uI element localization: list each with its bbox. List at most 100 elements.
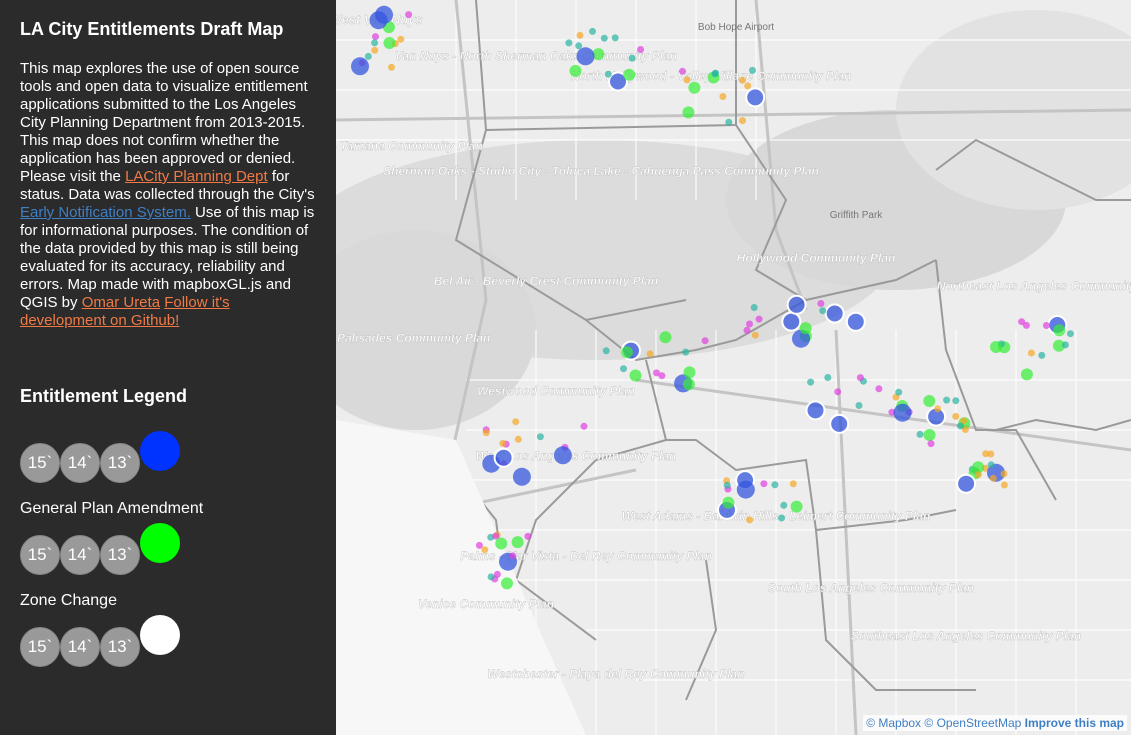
entitlement-marker[interactable] xyxy=(701,337,709,345)
entitlement-marker[interactable] xyxy=(405,11,413,19)
entitlement-marker[interactable] xyxy=(514,435,522,443)
entitlement-marker[interactable] xyxy=(536,433,544,441)
entitlement-marker[interactable] xyxy=(620,365,627,373)
entitlement-marker[interactable] xyxy=(487,573,495,581)
entitlement-marker[interactable] xyxy=(512,418,520,426)
entitlement-marker[interactable] xyxy=(397,35,405,43)
entitlement-marker[interactable] xyxy=(475,541,483,549)
year-toggle-15[interactable]: 15` xyxy=(20,535,60,575)
entitlement-marker[interactable] xyxy=(875,385,883,393)
entitlement-marker[interactable] xyxy=(786,294,807,315)
entitlement-marker[interactable] xyxy=(589,27,596,35)
entitlement-marker[interactable] xyxy=(934,405,942,413)
entitlement-marker[interactable] xyxy=(744,82,752,90)
entitlement-marker[interactable] xyxy=(943,396,951,404)
entitlement-marker[interactable] xyxy=(499,439,507,447)
gpa-swatch[interactable] xyxy=(140,431,180,471)
entitlement-marker[interactable] xyxy=(1000,481,1008,489)
entitlement-marker[interactable] xyxy=(819,307,827,315)
entitlement-marker[interactable] xyxy=(982,450,990,458)
entitlement-marker[interactable] xyxy=(916,430,924,438)
entitlement-marker[interactable] xyxy=(751,331,759,339)
entitlement-marker[interactable] xyxy=(351,57,369,76)
entitlement-marker[interactable] xyxy=(688,81,701,94)
author-link[interactable]: Omar Ureta xyxy=(81,294,161,311)
entitlement-marker[interactable] xyxy=(575,42,583,50)
entitlement-marker[interactable] xyxy=(746,516,754,524)
entitlement-marker[interactable] xyxy=(738,76,746,84)
entitlement-marker[interactable] xyxy=(569,64,582,77)
entitlement-marker[interactable] xyxy=(807,378,815,386)
entitlement-marker[interactable] xyxy=(1020,368,1033,381)
entitlement-marker[interactable] xyxy=(952,412,960,420)
entitlement-marker[interactable] xyxy=(604,70,612,78)
entitlement-marker[interactable] xyxy=(364,52,372,60)
entitlement-marker[interactable] xyxy=(653,369,660,377)
entitlement-marker[interactable] xyxy=(749,66,756,74)
entitlement-marker[interactable] xyxy=(375,5,393,24)
mapbox-attribution-link[interactable]: © Mapbox xyxy=(866,716,922,730)
entitlement-marker[interactable] xyxy=(743,326,751,334)
entitlement-marker[interactable] xyxy=(646,350,654,358)
entitlement-marker[interactable] xyxy=(608,71,628,92)
entitlement-marker[interactable] xyxy=(576,31,584,39)
map-basemap[interactable]: West Van Nuys Van Nuys - North Sherman O… xyxy=(336,0,1131,735)
entitlement-marker[interactable] xyxy=(719,93,727,100)
entitlement-marker[interactable] xyxy=(682,378,695,391)
entitlement-marker[interactable] xyxy=(659,331,672,344)
entitlement-marker[interactable] xyxy=(495,537,508,550)
entitlement-marker[interactable] xyxy=(592,48,605,61)
entitlement-marker[interactable] xyxy=(511,536,524,549)
year-toggle-13[interactable]: 13` xyxy=(100,535,140,575)
entitlement-marker[interactable] xyxy=(711,70,719,78)
entitlement-marker[interactable] xyxy=(745,87,766,108)
entitlement-marker[interactable] xyxy=(750,304,758,311)
entitlement-marker[interactable] xyxy=(956,473,977,494)
entitlement-marker[interactable] xyxy=(771,481,779,489)
entitlement-marker[interactable] xyxy=(1061,341,1069,349)
entitlement-marker[interactable] xyxy=(736,480,755,499)
year-toggle-13[interactable]: 13` xyxy=(100,627,140,667)
entitlement-marker[interactable] xyxy=(990,341,1002,353)
entitlement-marker[interactable] xyxy=(972,461,985,474)
entitlement-marker[interactable] xyxy=(960,417,968,425)
entitlement-marker[interactable] xyxy=(739,117,746,125)
entitlement-marker[interactable] xyxy=(755,315,763,323)
year-toggle-14[interactable]: 14` xyxy=(60,535,100,575)
entitlement-marker[interactable] xyxy=(989,474,997,482)
entitlement-marker[interactable] xyxy=(834,388,842,396)
entitlement-marker[interactable] xyxy=(1042,322,1050,329)
entitlement-marker[interactable] xyxy=(524,532,532,540)
entitlement-marker[interactable] xyxy=(682,106,695,119)
entitlement-marker[interactable] xyxy=(722,496,735,509)
entitlement-marker[interactable] xyxy=(829,413,850,434)
entitlement-marker[interactable] xyxy=(987,461,995,469)
entitlement-marker[interactable] xyxy=(789,480,797,488)
planning-dept-link[interactable]: LACity Planning Dept xyxy=(125,168,268,185)
entitlement-marker[interactable] xyxy=(824,374,832,381)
entitlement-marker[interactable] xyxy=(1018,318,1026,326)
entitlement-marker[interactable] xyxy=(501,577,513,590)
entitlement-marker[interactable] xyxy=(372,33,379,41)
entitlement-marker[interactable] xyxy=(611,34,619,42)
entitlement-marker[interactable] xyxy=(817,300,825,307)
entitlement-marker[interactable] xyxy=(723,481,731,489)
entitlement-marker[interactable] xyxy=(746,320,753,328)
entitlement-marker[interactable] xyxy=(781,311,802,332)
entitlement-marker[interactable] xyxy=(565,39,573,47)
entitlement-marker[interactable] xyxy=(805,400,826,421)
entitlement-marker[interactable] xyxy=(388,63,395,71)
github-link[interactable]: Follow it's development on Github! xyxy=(20,294,230,329)
entitlement-marker[interactable] xyxy=(974,471,982,479)
entitlement-marker[interactable] xyxy=(845,311,866,332)
year-toggle-14[interactable]: 14` xyxy=(60,443,100,483)
entitlement-marker[interactable] xyxy=(1000,470,1008,478)
entitlement-marker[interactable] xyxy=(371,46,379,54)
entitlement-marker[interactable] xyxy=(679,67,686,75)
entitlement-marker[interactable] xyxy=(493,447,514,468)
year-toggle-14[interactable]: 14` xyxy=(60,627,100,667)
entitlement-marker[interactable] xyxy=(580,422,588,430)
year-toggle-15[interactable]: 15` xyxy=(20,627,60,667)
improve-map-link[interactable]: Improve this map xyxy=(1024,716,1124,730)
zc-swatch[interactable] xyxy=(140,523,180,563)
